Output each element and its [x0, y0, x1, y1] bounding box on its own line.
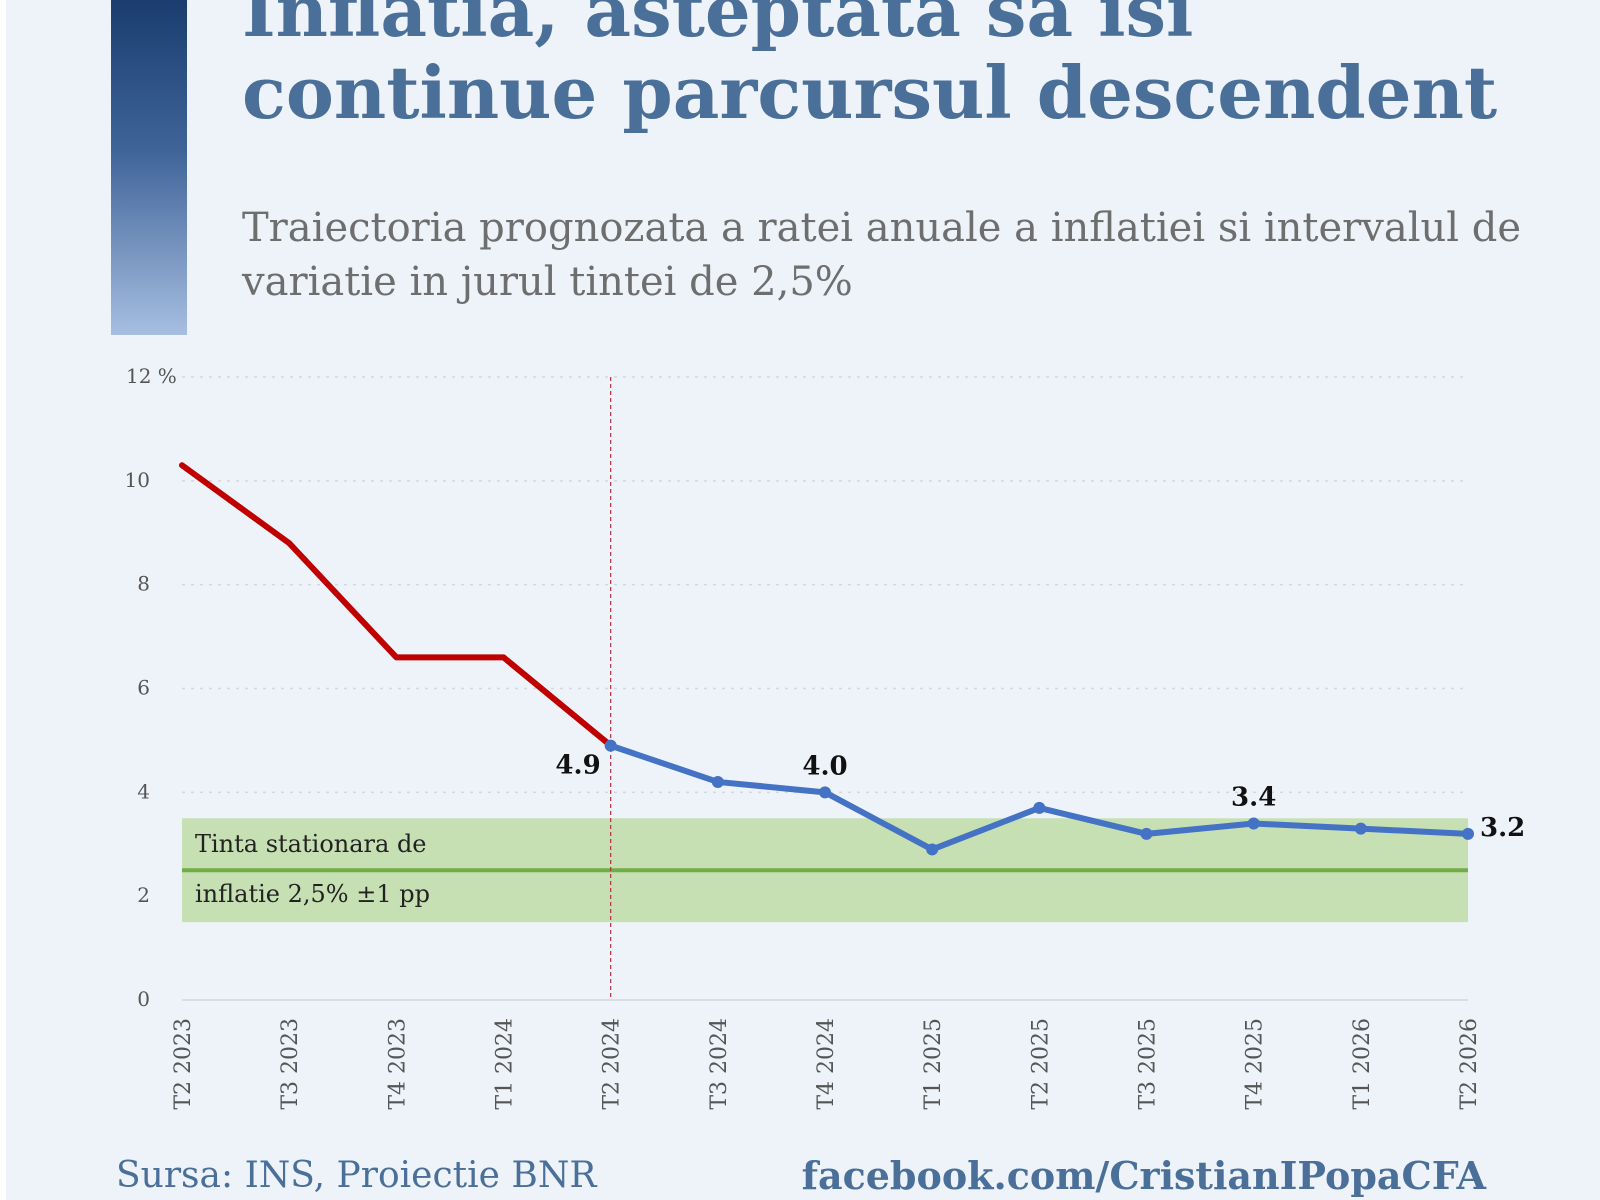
- data-point: [711, 775, 724, 788]
- x-tick-label: T1 2024: [493, 1018, 518, 1110]
- data-label: 4.9: [555, 751, 600, 781]
- source-note: Sursa: INS, Proiectie BNR: [116, 1155, 597, 1196]
- x-tick-label: T2 2023: [171, 1018, 196, 1110]
- title-line-2: continue parcursul descendent: [242, 50, 1498, 135]
- target-band-label: Tinta stationara de: [195, 830, 427, 858]
- page-title: Inflatia, asteptata sa isi continue parc…: [242, 0, 1582, 134]
- y-tick-label: 4: [137, 779, 150, 803]
- subtitle-line-2: variatie in jurul tintei de 2,5%: [242, 259, 853, 305]
- data-point: [1033, 801, 1046, 814]
- data-label: 4.0: [802, 751, 847, 781]
- x-tick-label: T3 2024: [707, 1018, 732, 1110]
- series-line-historical: [179, 462, 614, 749]
- data-label: 3.2: [1480, 813, 1525, 843]
- data-point: [1140, 827, 1153, 840]
- y-tick-label: 0: [137, 987, 150, 1011]
- x-tick-label: T1 2026: [1350, 1018, 1375, 1110]
- x-tick-label: T3 2023: [278, 1018, 303, 1110]
- x-tick-label: T3 2025: [1136, 1018, 1161, 1110]
- y-tick-label: 10: [125, 468, 150, 492]
- x-tick-label: T2 2024: [600, 1018, 625, 1110]
- x-tick-label: T4 2024: [814, 1018, 839, 1110]
- y-tick-label: 8: [137, 572, 150, 596]
- credit-link[interactable]: facebook.com/CristianIPopaCFA: [801, 1153, 1486, 1198]
- title-line-1: Inflatia, asteptata sa isi: [242, 0, 1194, 53]
- data-point: [604, 739, 617, 752]
- data-point: [1462, 827, 1474, 840]
- y-tick-label: 6: [137, 676, 150, 700]
- data-point: [1354, 822, 1367, 835]
- y-tick-label: 2: [137, 883, 150, 907]
- y-tick-label: 12 %: [126, 364, 177, 388]
- x-tick-label: T2 2025: [1028, 1018, 1053, 1110]
- x-tick-label: T4 2023: [385, 1018, 410, 1110]
- data-point: [926, 843, 939, 856]
- accent-bar: [111, 0, 187, 335]
- subtitle-line-1: Traiectoria prognozata a ratei anuale a …: [242, 205, 1522, 251]
- x-tick-label: T4 2025: [1243, 1018, 1268, 1110]
- x-tick-label: T2 2026: [1457, 1018, 1482, 1110]
- data-point: [1247, 817, 1260, 830]
- data-label: 3.4: [1231, 782, 1276, 812]
- data-point: [819, 786, 831, 799]
- x-tick-label: T1 2025: [921, 1018, 946, 1110]
- page-subtitle: Traiectoria prognozata a ratei anuale a …: [242, 201, 1542, 309]
- target-band-label: inflatie 2,5% ±1 pp: [195, 880, 430, 908]
